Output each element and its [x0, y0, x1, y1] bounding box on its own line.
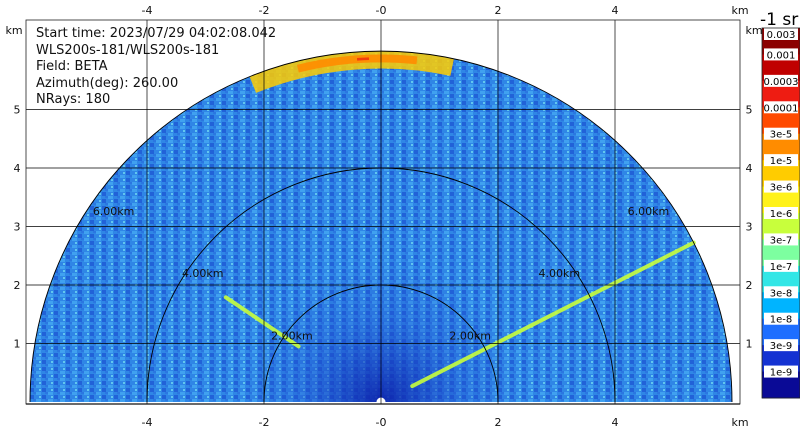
colorbar-label: 1e-6 — [770, 209, 793, 220]
colorbar-label-box — [764, 101, 798, 114]
beam-streak — [223, 295, 301, 349]
colorbar-label-box — [764, 233, 798, 246]
y-tick-label-left: 3 — [14, 221, 21, 234]
strong-echo-core — [296, 54, 418, 73]
field-text: Field: BETA — [36, 59, 108, 74]
start-time-text: Start time: 2023/07/29 04:02:08.042 — [36, 26, 277, 41]
x-tick-label-bottom: 4 — [612, 416, 619, 429]
colorbar-unit: -1 sr — [760, 10, 798, 30]
colorbar-label-box — [764, 180, 798, 193]
y-tick-label-left: 1 — [14, 338, 21, 351]
x-unit-bottom: km — [731, 416, 748, 429]
y-tick-label-right: 4 — [746, 162, 753, 175]
y-tick-label-right: 3 — [746, 221, 753, 234]
nrays-text: NRays: 180 — [36, 92, 111, 107]
colorbar-label-box — [764, 312, 798, 325]
x-tick-label-top: -2 — [259, 4, 270, 17]
colorbar-label: 0.003 — [767, 30, 796, 41]
colorbar-label-box — [764, 339, 798, 352]
echo-features — [223, 51, 696, 389]
x-tick-label-top: -4 — [142, 4, 153, 17]
tick-labels: -4 -4 -2 -2 -0 -0 2 2 4 4 1 1 2 2 3 3 4 4 5 5 — [14, 4, 753, 429]
x-tick-label-bottom: -4 — [142, 416, 153, 429]
x-tick-label-bottom: -0 — [376, 416, 387, 429]
y-tick-label-left: 5 — [14, 104, 21, 117]
beam-streak — [410, 240, 696, 389]
colorbar-label: 3e-5 — [770, 130, 793, 141]
instrument-text: WLS200s-181/WLS200s-181 — [36, 42, 220, 58]
colorbar-label-box — [764, 286, 798, 299]
colorbar-label-box — [764, 74, 798, 87]
colorbar-label-box — [764, 259, 798, 272]
y-unit-right: km — [745, 24, 762, 37]
colorbar-label: 3e-8 — [770, 288, 793, 299]
range-ring-label: 4.00km — [182, 267, 224, 280]
range-ring-labels: 2.00km 2.00km 4.00km 4.00km 6.00km 6.00km — [93, 205, 669, 343]
colorbar-label-box — [764, 154, 798, 167]
range-ring-label: 6.00km — [93, 205, 135, 218]
colorbar-label: 0.001 — [767, 50, 796, 61]
range-ring-label: 2.00km — [449, 330, 491, 343]
strong-echo-peak — [356, 57, 370, 61]
range-ring-label: 2.00km — [271, 330, 313, 343]
axes — [25, 19, 741, 405]
y-tick-label-left: 2 — [14, 279, 21, 292]
colorbar-label: 0.0003 — [764, 77, 799, 88]
y-unit-left: km — [5, 24, 22, 37]
grid-lines — [26, 20, 740, 404]
y-tick-label-right: 2 — [746, 279, 753, 292]
colorbar-label-box — [764, 28, 798, 40]
info-panel: Start time: 2023/07/29 04:02:08.042 WLS2… — [36, 26, 276, 109]
colorbar-frame — [761, 27, 800, 399]
colorbar-label: 1e-5 — [770, 156, 793, 167]
colorbar-label-box — [764, 207, 798, 219]
x-tick-label-top: 4 — [612, 4, 619, 17]
colorbar-label-box — [764, 48, 798, 61]
colorbar-label: 1e-8 — [770, 315, 793, 326]
x-tick-label-top: -0 — [376, 4, 387, 17]
colorbar-label: 0.0001 — [764, 103, 799, 114]
range-ring-label: 6.00km — [628, 205, 670, 218]
x-tick-label-top: 2 — [495, 4, 502, 17]
y-tick-label-right: 1 — [746, 338, 753, 351]
colorbar: 0.003 0.001 0.0003 0.0001 3e-5 1e-5 3e-6 1e-6 3e… — [761, 27, 800, 399]
colorbar-label: 1e-7 — [770, 262, 793, 273]
range-ring-label: 4.00km — [538, 267, 580, 280]
x-unit-top: km — [731, 4, 748, 17]
colorbar-label-box — [764, 127, 798, 140]
plot-area — [26, 20, 740, 404]
x-tick-label-bottom: -2 — [259, 416, 270, 429]
colorbar-label-box — [764, 365, 798, 378]
x-tick-label-bottom: 2 — [495, 416, 502, 429]
y-tick-label-left: 4 — [14, 162, 21, 175]
colorbar-label: 3e-6 — [770, 183, 793, 194]
azimuth-text: Azimuth(deg): 260.00 — [36, 75, 179, 91]
colorbar-label: 3e-9 — [770, 341, 793, 352]
colorbar-label: 3e-7 — [770, 235, 793, 246]
colorbar-label: 1e-9 — [770, 368, 793, 379]
y-tick-label-right: 5 — [746, 104, 753, 117]
